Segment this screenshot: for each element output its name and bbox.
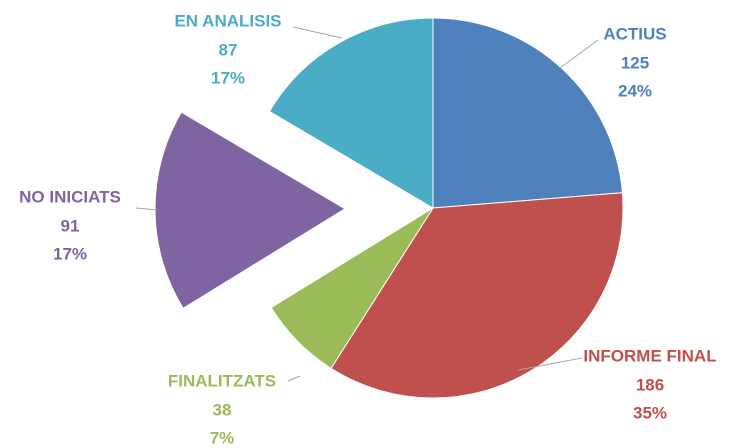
percent-label: 7% bbox=[210, 428, 235, 447]
category-label: INFORME FINAL bbox=[583, 346, 716, 365]
percent-label: 17% bbox=[53, 244, 87, 263]
pie-slice bbox=[432, 17, 623, 209]
percent-label: 35% bbox=[633, 403, 667, 422]
leader-line bbox=[287, 375, 301, 382]
pie-slice bbox=[154, 111, 346, 310]
value-label: 91 bbox=[61, 216, 80, 235]
percent-label: 24% bbox=[618, 81, 652, 100]
leader-line bbox=[517, 357, 583, 371]
leader-line bbox=[292, 26, 343, 39]
percent-label: 17% bbox=[211, 68, 245, 87]
pie-slice bbox=[330, 192, 624, 399]
leader-line bbox=[559, 39, 599, 69]
pie-slice bbox=[270, 207, 434, 370]
category-label: NO INICIATS bbox=[19, 187, 121, 206]
value-label: 125 bbox=[621, 53, 649, 72]
category-label: FINALITZATS bbox=[168, 371, 276, 390]
pie-slice bbox=[268, 17, 434, 209]
value-label: 186 bbox=[636, 375, 664, 394]
value-label: 38 bbox=[213, 400, 232, 419]
leader-line bbox=[135, 207, 158, 211]
value-label: 87 bbox=[219, 40, 238, 59]
category-label: ACTIUS bbox=[603, 24, 666, 43]
category-label: EN ANALISIS bbox=[174, 11, 281, 30]
